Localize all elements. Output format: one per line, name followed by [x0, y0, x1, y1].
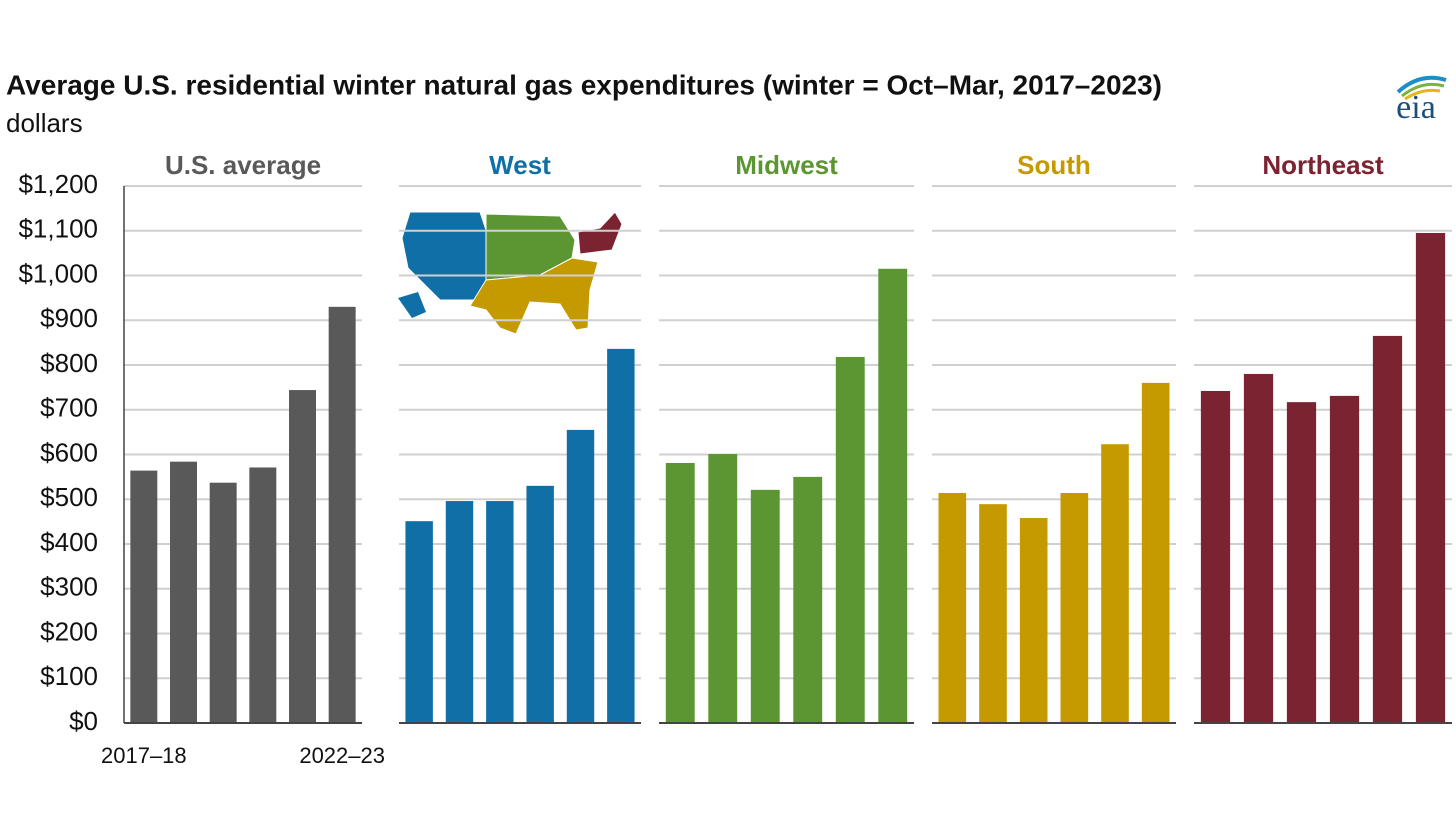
- y-tick-label: $1,200: [18, 169, 98, 199]
- panel-title: U.S. average: [165, 150, 321, 180]
- unit-label: dollars: [6, 108, 83, 138]
- bar: [249, 467, 277, 723]
- y-tick-label: $100: [40, 661, 98, 691]
- bar: [1372, 335, 1403, 723]
- y-tick-label: $1,000: [18, 258, 98, 288]
- y-tick-label: $400: [40, 527, 98, 557]
- bar: [665, 463, 695, 723]
- y-tick-label: $900: [40, 303, 98, 333]
- panel-title: Midwest: [735, 150, 838, 180]
- y-tick-label: $0: [69, 706, 98, 736]
- bar: [1243, 373, 1274, 723]
- bar: [328, 306, 356, 723]
- bar: [170, 461, 197, 723]
- bar: [835, 356, 865, 723]
- chart-title: Average U.S. residential winter natural …: [6, 69, 1162, 100]
- bar: [1141, 382, 1170, 723]
- bar: [526, 485, 554, 723]
- bar: [1101, 444, 1129, 723]
- bar: [445, 501, 474, 723]
- y-tick-label: $300: [40, 572, 98, 602]
- panel-title: Northeast: [1262, 150, 1384, 180]
- y-tick-label: $600: [40, 437, 98, 467]
- logo-text: eia: [1396, 89, 1436, 126]
- bar: [1060, 492, 1089, 723]
- y-tick-label: $200: [40, 616, 98, 646]
- x-tick-label: 2017–18: [101, 743, 187, 768]
- bar: [1286, 402, 1317, 723]
- bar: [793, 476, 823, 723]
- panel-title: West: [489, 150, 551, 180]
- bar: [938, 492, 967, 723]
- bar: [1200, 390, 1231, 723]
- y-tick-label: $800: [40, 348, 98, 378]
- y-tick-label: $500: [40, 482, 98, 512]
- bar: [607, 348, 635, 723]
- bar: [1329, 395, 1360, 723]
- logo: eia: [1396, 75, 1447, 126]
- bar: [979, 504, 1007, 723]
- bar: [405, 521, 433, 723]
- bar: [566, 429, 595, 723]
- bar: [486, 501, 514, 723]
- y-tick-label: $700: [40, 393, 98, 423]
- bar: [209, 482, 237, 723]
- bar: [750, 489, 780, 723]
- bar: [1019, 518, 1048, 723]
- x-tick-label: 2022–23: [299, 743, 385, 768]
- y-tick-label: $1,100: [18, 214, 98, 244]
- bar: [289, 390, 316, 723]
- panel-title: South: [1017, 150, 1091, 180]
- bar: [708, 454, 738, 723]
- bar: [1415, 232, 1446, 724]
- bar: [130, 470, 158, 723]
- bar: [878, 268, 908, 723]
